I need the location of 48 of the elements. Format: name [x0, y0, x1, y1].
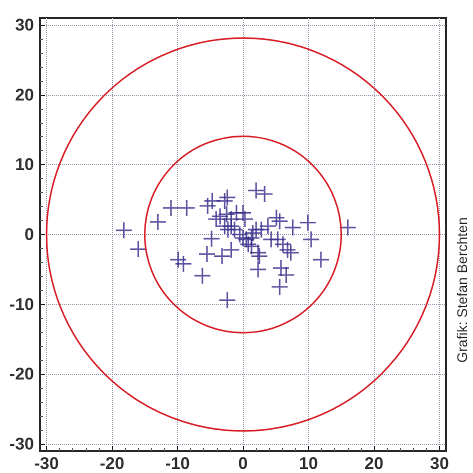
- point: [268, 208, 286, 227]
- point: [259, 217, 277, 235]
- point: [216, 192, 234, 210]
- x-tick-label: -10: [165, 454, 190, 473]
- point: [218, 188, 236, 206]
- point: [218, 291, 236, 309]
- point: [162, 199, 180, 217]
- y-tick-label: -30: [9, 434, 34, 454]
- point: [247, 182, 265, 200]
- x-tick-label: 20: [364, 454, 384, 473]
- y-tick-label: 0: [24, 225, 34, 244]
- y-tick-label: 20: [15, 85, 34, 104]
- y-tick-label: -10: [9, 294, 34, 314]
- point: [115, 222, 133, 240]
- point: [270, 212, 288, 230]
- text: Grafik: Stefan Berchten: [454, 217, 470, 363]
- point: [299, 214, 317, 232]
- point: [194, 266, 212, 285]
- point: [222, 241, 240, 259]
- x-tick-label: -30: [34, 454, 59, 473]
- y-tick-label: 30: [15, 15, 34, 34]
- y-tick-label: -20: [9, 364, 34, 384]
- point: [302, 230, 320, 248]
- x-tick-label: 10: [299, 454, 318, 473]
- x-tick-label: 30: [430, 454, 449, 473]
- point: [213, 247, 231, 265]
- point: [178, 199, 196, 217]
- point: [249, 260, 267, 278]
- point: [312, 250, 330, 268]
- point: [169, 250, 187, 268]
- point: [284, 218, 302, 236]
- point: [211, 208, 229, 226]
- point: [242, 229, 260, 247]
- point: [218, 205, 236, 224]
- point: [174, 255, 192, 273]
- point: [234, 204, 252, 222]
- x-tick-label: 0: [238, 454, 248, 473]
- point: [202, 230, 220, 248]
- point: [129, 240, 148, 258]
- point: [198, 197, 216, 215]
- x-tick-label: -20: [100, 454, 124, 473]
- point: [270, 278, 288, 296]
- point: [198, 245, 216, 263]
- y-tick-label: 10: [15, 155, 34, 174]
- point: [244, 224, 262, 242]
- point: [149, 213, 167, 231]
- point: [256, 185, 274, 203]
- point: [338, 218, 357, 236]
